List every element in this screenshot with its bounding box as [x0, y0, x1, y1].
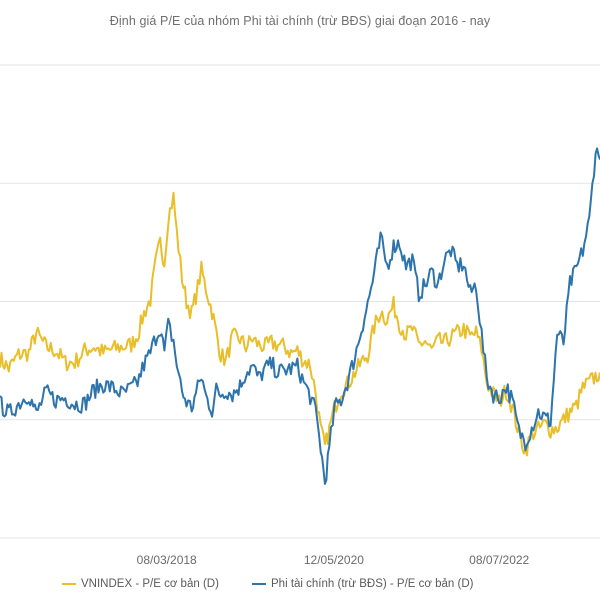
legend-swatch-vnindex — [62, 583, 76, 585]
x-tick-label-1: 12/05/2020 — [304, 553, 364, 567]
legend-label-nonfinancial: Phi tài chính (trừ BĐS) - P/E cơ bản (D) — [271, 578, 474, 590]
series-line-vnindex — [0, 191, 600, 457]
legend-item-nonfinancial[interactable]: Phi tài chính (trừ BĐS) - P/E cơ bản (D) — [252, 578, 474, 590]
x-tick-label-2: 08/07/2022 — [469, 553, 529, 567]
x-axis: 08/03/2018 12/05/2020 08/07/2022 — [137, 553, 530, 567]
legend-item-vnindex[interactable]: VNINDEX - P/E cơ bản (D) — [62, 578, 219, 590]
x-tick-label-0: 08/03/2018 — [137, 553, 197, 567]
legend: VNINDEX - P/E cơ bản (D) Phi tài chính (… — [0, 578, 600, 598]
chart-title: Định giá P/E của nhóm Phi tài chính (trừ… — [109, 14, 491, 28]
series-line-nonfinancial — [0, 147, 600, 485]
legend-swatch-nonfinancial — [252, 583, 266, 585]
gridlines — [0, 64, 600, 539]
series-layer — [0, 147, 600, 485]
legend-label-vnindex: VNINDEX - P/E cơ bản (D) — [81, 578, 219, 590]
